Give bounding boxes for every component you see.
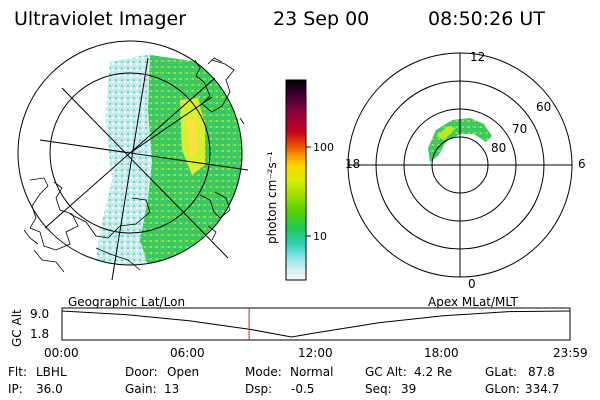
colorbar-unit-label: photon cm⁻²s⁻¹: [265, 151, 279, 244]
gain-label: Gain:: [125, 382, 157, 396]
outer-limb: [17, 40, 243, 266]
glon-label: GLon:: [485, 382, 520, 396]
colorbar-tick-10: 10: [313, 230, 327, 243]
ip-value: 36.0: [36, 382, 63, 396]
meridian-lines: [39, 57, 249, 281]
mlt-label-6: 6: [578, 157, 586, 171]
auroral-oval: [428, 118, 492, 162]
altitude-tick-low: 1.8: [30, 327, 49, 341]
mlt-label-12: 12: [470, 50, 485, 64]
altitude-series: [61, 310, 571, 338]
intensity-colorbar: 100 10 photon cm⁻²s⁻¹: [265, 79, 334, 281]
filter-label: Flt:: [8, 365, 27, 379]
altitude-plot: GC Alt 9.0 1.8 00:00 06:00 12:00 18:00 2…: [10, 307, 588, 360]
mode-value: Normal: [290, 365, 333, 379]
altitude-axis-label: GC Alt: [10, 309, 24, 347]
time-tick-0600: 06:00: [170, 346, 205, 360]
mlat-mlt-map: 12 18 6 0 60 70 80 Apex MLat/MLT: [345, 50, 586, 309]
mode-label: Mode:: [245, 365, 282, 379]
mlat-label-70: 70: [512, 122, 527, 136]
altitude-tick-high: 9.0: [30, 307, 49, 321]
ip-label: IP:: [8, 382, 23, 396]
glon-value: 334.7: [525, 382, 559, 396]
mlt-label-0: 0: [468, 277, 476, 291]
status-block: Flt: LBHL IP: 36.0 Door: Open Gain: 13 M…: [8, 365, 559, 396]
coastlines: [23, 57, 245, 273]
door-label: Door:: [125, 365, 158, 379]
time-tick-1200: 12:00: [298, 346, 333, 360]
time-tick-0000: 00:00: [44, 346, 79, 360]
mlat-mlt-caption: Apex MLat/MLT: [428, 295, 518, 309]
glat-label: GLat:: [485, 365, 517, 379]
seq-value: 39: [401, 382, 416, 396]
latitude-circle: [49, 72, 211, 234]
dsp-label: Dsp:: [245, 382, 272, 396]
date-label: 23 Sep 00: [273, 8, 369, 30]
mlat-label-60: 60: [536, 100, 551, 114]
time-tick-2359: 23:59: [553, 346, 588, 360]
geographic-caption: Geographic Lat/Lon: [68, 295, 185, 309]
instrument-title: Ultraviolet Imager: [14, 8, 186, 30]
time-tick-1800: 18:00: [424, 346, 459, 360]
auroral-emission-core: [186, 118, 198, 158]
time-label: 08:50:26 UT: [428, 8, 545, 30]
filter-value: LBHL: [36, 365, 67, 379]
glat-value: 87.8: [528, 365, 555, 379]
geographic-map: Geographic Lat/Lon: [17, 40, 249, 309]
seq-label: Seq:: [365, 382, 392, 396]
door-value: Open: [167, 365, 199, 379]
altitude-plot-frame: [61, 307, 571, 341]
altitude-line: [61, 310, 571, 338]
auroral-oval-bright: [436, 126, 456, 140]
gc-alt-value: 4.2 Re: [414, 365, 452, 379]
colorbar-tick-100: 100: [313, 141, 334, 154]
gain-value: 13: [164, 382, 179, 396]
colorbar-scale: [285, 79, 307, 281]
dsp-value: -0.5: [291, 382, 314, 396]
mlt-label-18: 18: [345, 157, 360, 171]
mlat-label-80: 80: [491, 141, 506, 155]
gc-alt-label: GC Alt:: [365, 365, 407, 379]
